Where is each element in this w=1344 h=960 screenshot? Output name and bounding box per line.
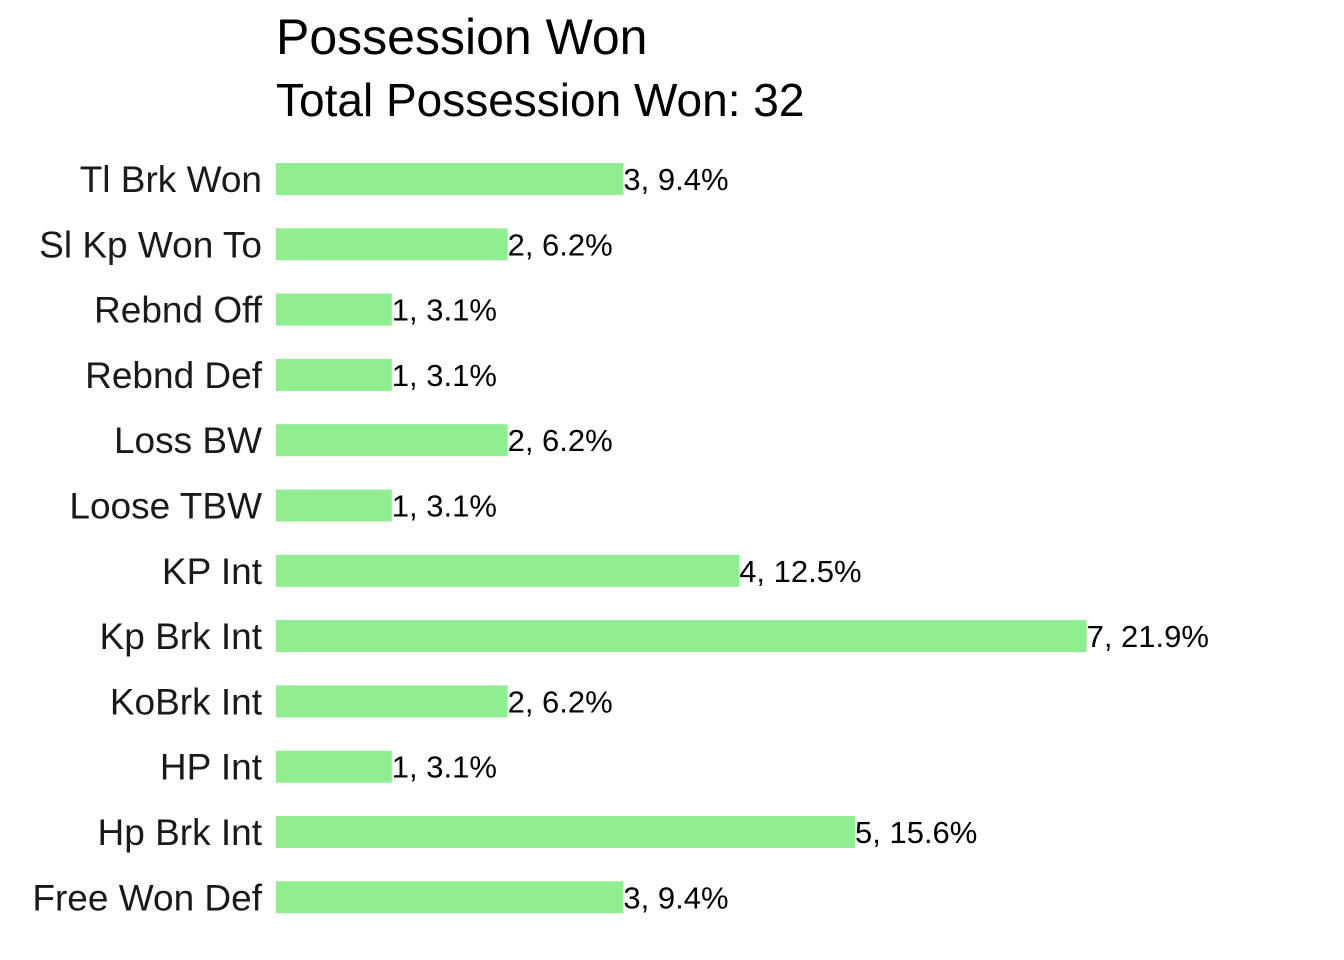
bar <box>276 228 508 261</box>
bar <box>276 685 508 718</box>
category-label: Loose TBW <box>69 486 262 527</box>
bar <box>276 816 855 848</box>
category-label: Free Won Def <box>32 877 262 918</box>
bar-value-label: 1, 3.1% <box>392 489 497 524</box>
category-label: Kp Brk Int <box>100 616 263 657</box>
bar <box>276 358 392 391</box>
bar <box>276 489 392 522</box>
bar <box>276 293 392 326</box>
category-label: KoBrk Int <box>110 681 263 722</box>
bar <box>276 750 392 783</box>
bars-group: Tl Brk Won 3, 9.4% Sl Kp Won To 2, 6.2% Rebn… <box>32 159 1209 918</box>
bar-value-label: 2, 6.2% <box>508 684 613 719</box>
category-label: HP Int <box>160 747 263 788</box>
bar-value-label: 2, 6.2% <box>508 227 613 262</box>
category-label: Hp Brk Int <box>98 812 263 853</box>
bar-value-label: 4, 12.5% <box>739 554 861 589</box>
bar-value-label: 3, 9.4% <box>623 880 728 915</box>
chart-title: Possession Won <box>276 9 647 65</box>
bar-value-label: 1, 3.1% <box>392 750 497 785</box>
category-label: Loss BW <box>114 420 262 461</box>
category-label: Rebnd Off <box>94 290 263 331</box>
bar-value-label: 5, 15.6% <box>855 815 977 850</box>
bar-value-label: 3, 9.4% <box>623 162 728 197</box>
bar-value-label: 2, 6.2% <box>508 423 613 458</box>
bar <box>276 881 624 914</box>
bar-value-label: 7, 21.9% <box>1087 619 1209 654</box>
category-label: Sl Kp Won To <box>39 224 262 265</box>
bar <box>276 620 1087 653</box>
bar <box>276 554 740 587</box>
category-label: Tl Brk Won <box>80 159 262 200</box>
chart-subtitle: Total Possession Won: 32 <box>276 74 804 126</box>
bar <box>276 163 624 195</box>
bar-value-label: 1, 3.1% <box>392 293 497 328</box>
bar <box>276 424 508 457</box>
bar-value-label: 1, 3.1% <box>392 358 497 393</box>
category-label: Rebnd Def <box>85 355 263 396</box>
category-label: KP Int <box>162 551 263 592</box>
